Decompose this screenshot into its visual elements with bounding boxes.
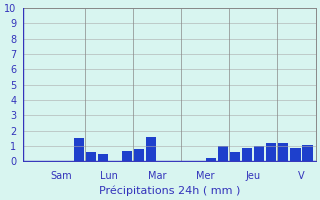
Bar <box>302 145 313 161</box>
Bar <box>134 149 144 161</box>
Bar <box>230 152 240 161</box>
Bar <box>218 146 228 161</box>
Bar <box>290 148 300 161</box>
Bar <box>74 138 84 161</box>
X-axis label: Précipitations 24h ( mm ): Précipitations 24h ( mm ) <box>99 185 240 196</box>
Bar <box>254 146 264 161</box>
Bar <box>266 143 276 161</box>
Bar <box>206 158 216 161</box>
Bar <box>98 154 108 161</box>
Bar <box>122 151 132 161</box>
Bar <box>86 152 96 161</box>
Bar <box>146 137 156 161</box>
Bar <box>278 143 289 161</box>
Bar <box>242 148 252 161</box>
